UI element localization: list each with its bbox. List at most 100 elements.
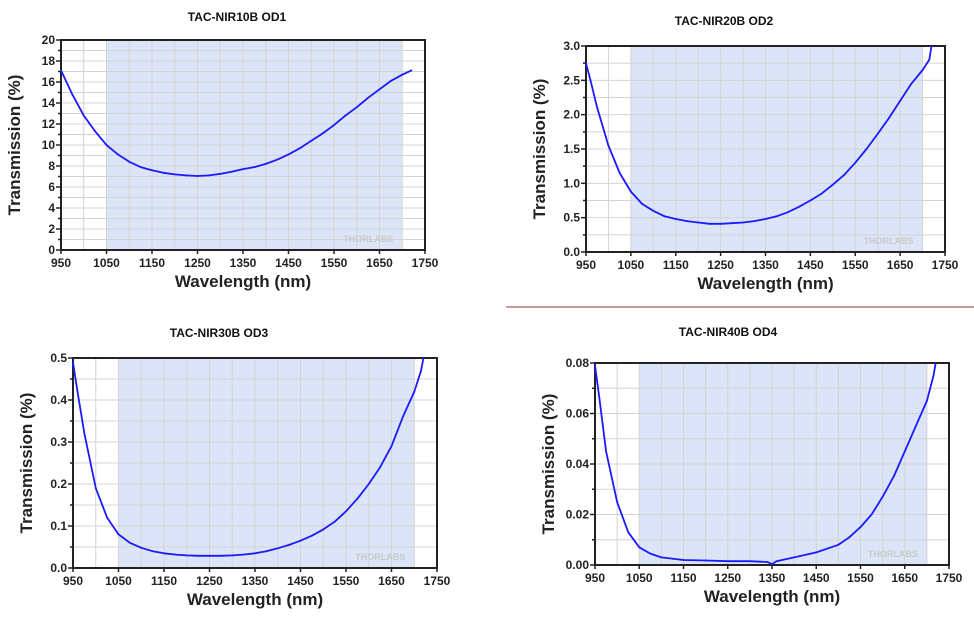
data-point	[185, 554, 188, 557]
data-point	[686, 220, 688, 223]
data-point	[230, 170, 233, 173]
x-tick-label: 1250	[196, 574, 223, 588]
x-tick-label: 1450	[287, 574, 314, 588]
x-tick-label: 1750	[932, 258, 959, 272]
data-point	[173, 173, 176, 176]
data-point	[60, 69, 62, 72]
x-tick-label: 950	[63, 574, 83, 588]
x-tick-label: 1250	[707, 258, 734, 272]
x-tick-label: 1450	[797, 258, 824, 272]
y-tick-label: 0.00	[566, 558, 590, 572]
data-point	[116, 153, 119, 156]
data-point	[820, 192, 823, 195]
data-point	[843, 174, 845, 176]
data-point	[299, 539, 302, 542]
y-tick-label: 1.0	[563, 176, 580, 190]
watermark-logo: THORLABS	[343, 234, 393, 244]
y-tick-label: 2.5	[563, 73, 580, 87]
data-point	[766, 561, 769, 563]
data-point	[618, 172, 621, 174]
y-tick-label: 0	[48, 243, 55, 257]
x-axis-label: Wavelength (nm)	[187, 590, 323, 609]
x-tick-label: 1350	[752, 258, 779, 272]
y-tick-label: 16	[42, 75, 56, 89]
data-point	[344, 114, 347, 117]
data-point	[742, 221, 744, 224]
data-point	[921, 69, 924, 71]
y-tick-label: 4	[48, 201, 55, 215]
y-tick-label: 2.0	[563, 108, 580, 122]
data-point	[162, 171, 165, 174]
x-tick-label: 1050	[626, 571, 653, 585]
watermark-logo: THORLABS	[355, 552, 405, 562]
data-point	[345, 510, 347, 513]
data-point	[94, 130, 97, 133]
data-point	[401, 73, 404, 76]
transmission-series-line	[60, 69, 412, 177]
data-point	[367, 483, 370, 485]
data-point	[775, 560, 778, 563]
data-point	[422, 357, 425, 359]
x-tick-label: 1050	[93, 256, 120, 270]
data-point	[128, 541, 131, 544]
data-point	[930, 45, 933, 47]
y-tick-label: 0.5	[563, 211, 580, 225]
data-point	[596, 106, 599, 109]
data-point	[420, 369, 422, 372]
y-tick-label: 0.4	[50, 393, 67, 407]
x-tick-label: 1550	[847, 571, 874, 585]
x-tick-label: 1650	[378, 574, 405, 588]
x-tick-label: 1350	[242, 574, 269, 588]
watermark-logo: THORLABS	[868, 549, 918, 559]
data-point	[82, 114, 85, 117]
data-point	[798, 205, 801, 208]
data-point	[831, 183, 834, 186]
data-point	[730, 222, 733, 225]
data-point	[401, 415, 404, 418]
x-tick-label: 1150	[663, 258, 689, 272]
watermark-logo: THORLABS	[864, 236, 914, 246]
x-tick-label: 1750	[412, 256, 439, 270]
x-tick-label: 1250	[184, 256, 211, 270]
data-point	[298, 147, 301, 150]
data-point	[265, 550, 268, 553]
data-point	[321, 132, 324, 135]
data-point	[83, 432, 86, 435]
data-point	[589, 79, 592, 82]
data-point	[128, 160, 131, 163]
y-tick-label: 0.1	[50, 519, 67, 533]
data-point	[663, 215, 666, 218]
x-tick-label: 1050	[105, 574, 132, 588]
data-point	[219, 172, 222, 175]
data-point	[726, 560, 729, 563]
data-point	[151, 550, 154, 553]
data-point	[355, 106, 358, 109]
y-tick-label: 0.0	[563, 245, 580, 259]
data-point	[333, 124, 335, 126]
y-tick-label: 10	[42, 138, 56, 152]
x-tick-label: 1250	[714, 571, 741, 585]
data-point	[333, 520, 336, 523]
y-tick-label: 0.5	[50, 351, 67, 365]
x-tick-label: 1150	[151, 574, 177, 588]
data-point	[697, 221, 700, 224]
data-point	[787, 211, 789, 214]
data-point	[652, 209, 655, 212]
data-point	[910, 82, 913, 85]
x-tick-label: 1350	[759, 571, 786, 585]
data-point	[356, 497, 359, 500]
transmission-series-line	[72, 357, 425, 557]
data-point	[105, 144, 108, 146]
data-point	[71, 93, 74, 96]
data-point	[641, 203, 643, 205]
x-tick-label: 1750	[424, 574, 451, 588]
x-tick-label: 950	[585, 571, 605, 585]
y-tick-label: 6	[48, 180, 55, 194]
data-point	[413, 390, 416, 393]
y-axis-label: Transmission (%)	[539, 394, 558, 535]
data-point	[207, 174, 210, 177]
y-tick-label: 8	[48, 159, 55, 173]
data-point	[151, 169, 153, 172]
data-point	[288, 544, 291, 546]
